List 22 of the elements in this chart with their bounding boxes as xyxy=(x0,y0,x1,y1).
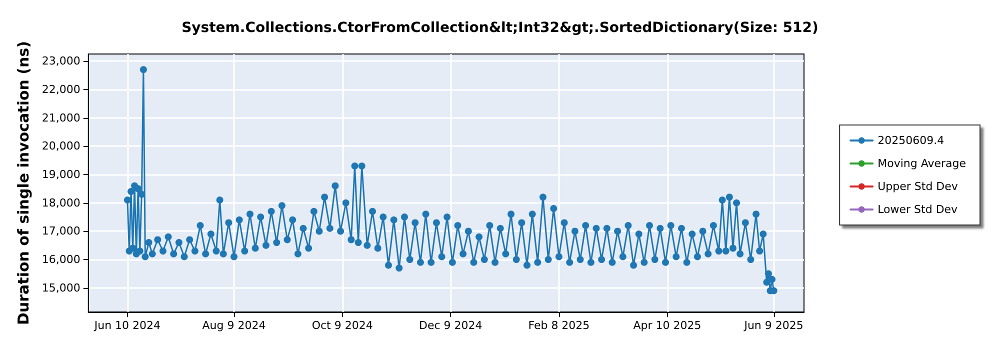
legend-label: Lower Std Dev xyxy=(878,203,958,216)
y-tick-label: 16,000 xyxy=(42,253,80,266)
y-axis-title: Duration of single invocation (ns) xyxy=(14,41,32,325)
chart-title: System.Collections.CtorFromCollection&lt;Int32&gt;.SortedDictionary(Size: 512) xyxy=(182,20,818,36)
x-tick-label: Apr 10 2025 xyxy=(633,319,702,332)
x-tick-label: Oct 9 2024 xyxy=(312,319,373,332)
x-tick-label: Jun 10 2024 xyxy=(93,319,161,332)
legend-label: Upper Std Dev xyxy=(878,180,958,193)
y-tick-label: 18,000 xyxy=(42,196,80,210)
legend-label: Moving Average xyxy=(878,157,966,170)
y-tick-label: 21,000 xyxy=(42,111,80,124)
y-tick-label: 22,000 xyxy=(42,82,80,96)
x-tick-label: Jun 9 2025 xyxy=(743,319,804,332)
x-tick-label: Aug 9 2024 xyxy=(202,319,266,332)
x-tick-label: Dec 9 2024 xyxy=(418,319,482,332)
legend-label: 20250609.4 xyxy=(878,134,944,147)
y-tick-label: 19,000 xyxy=(42,168,80,181)
y-tick-label: 23,000 xyxy=(42,54,80,68)
x-tick-label: Feb 8 2025 xyxy=(528,319,590,332)
y-tick-label: 20,000 xyxy=(42,140,80,153)
y-tick-label: 15,000 xyxy=(42,281,80,294)
y-tick-label: 17,000 xyxy=(42,224,80,238)
